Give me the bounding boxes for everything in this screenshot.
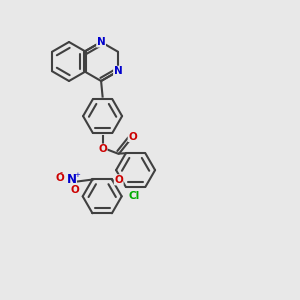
- Text: O: O: [55, 173, 64, 183]
- Text: -: -: [59, 168, 62, 177]
- Text: Cl: Cl: [128, 191, 139, 201]
- Text: N: N: [66, 173, 76, 186]
- Text: N: N: [97, 37, 106, 47]
- Text: O: O: [114, 175, 123, 185]
- Text: O: O: [128, 131, 137, 142]
- Text: O: O: [98, 144, 107, 154]
- Text: +: +: [74, 172, 80, 178]
- Text: N: N: [114, 66, 122, 76]
- Text: O: O: [70, 185, 79, 195]
